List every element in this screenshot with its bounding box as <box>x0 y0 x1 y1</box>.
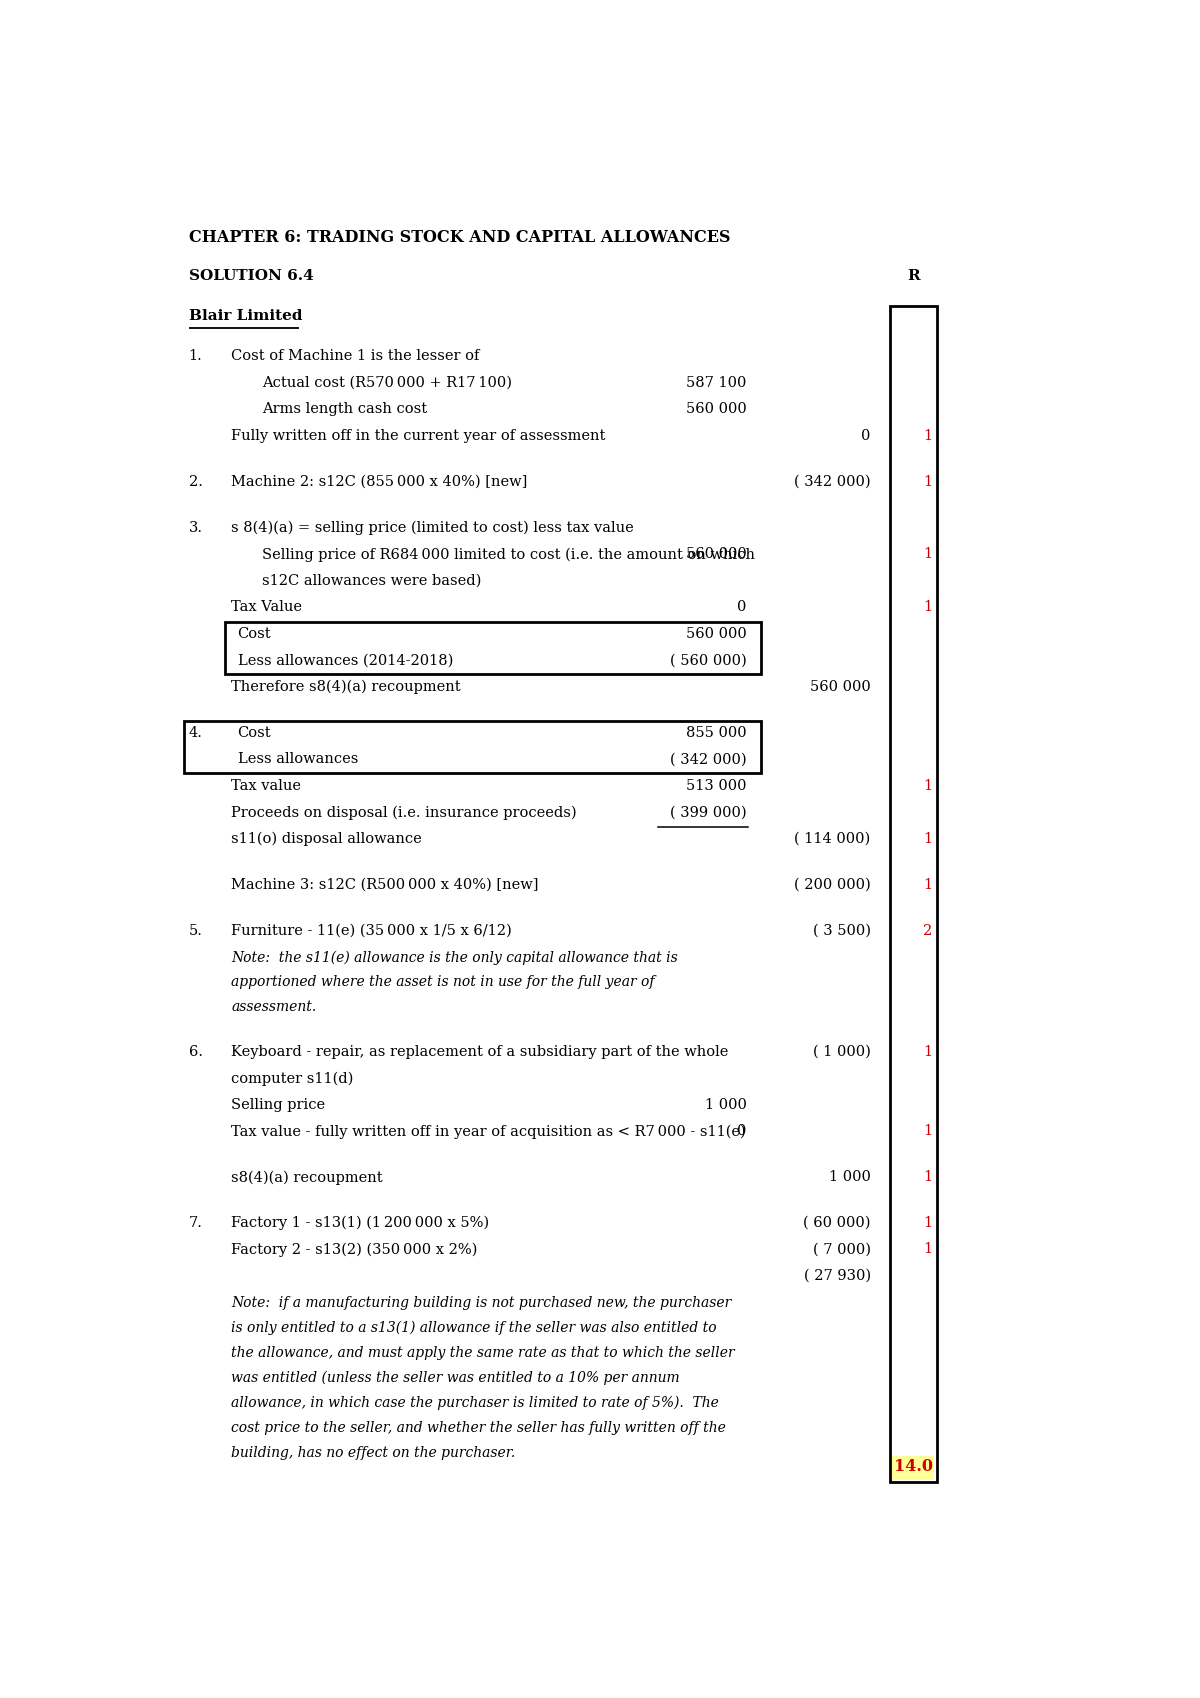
Text: cost price to the seller, and whether the seller has fully written off the: cost price to the seller, and whether th… <box>232 1421 726 1435</box>
Text: 855 000: 855 000 <box>686 725 746 740</box>
Text: 4.: 4. <box>188 725 203 740</box>
Text: 1: 1 <box>924 1044 932 1058</box>
Text: R: R <box>907 270 919 284</box>
Text: ( 342 000): ( 342 000) <box>670 752 746 766</box>
Text: ( 114 000): ( 114 000) <box>794 832 871 846</box>
Text: 1: 1 <box>924 779 932 793</box>
Text: allowance, in which case the purchaser is limited to rate of 5%).  The: allowance, in which case the purchaser i… <box>232 1396 719 1409</box>
Text: Less allowances: Less allowances <box>238 752 358 766</box>
Text: Keyboard - repair, as replacement of a subsidiary part of the whole: Keyboard - repair, as replacement of a s… <box>232 1044 728 1058</box>
Text: 1: 1 <box>924 475 932 489</box>
Text: 560 000: 560 000 <box>686 402 746 416</box>
Text: 560 000: 560 000 <box>686 627 746 640</box>
Text: 1: 1 <box>924 430 932 443</box>
Bar <box>890 306 937 1482</box>
Text: ( 200 000): ( 200 000) <box>794 878 871 891</box>
Text: Tax value: Tax value <box>232 779 301 793</box>
Text: Less allowances (2014-2018): Less allowances (2014-2018) <box>238 654 452 667</box>
Text: is only entitled to a s13(1) allowance if the seller was also entitled to: is only entitled to a s13(1) allowance i… <box>232 1321 718 1335</box>
Text: 5.: 5. <box>188 924 203 937</box>
Text: apportioned where the asset is not in use for the full year of: apportioned where the asset is not in us… <box>232 975 655 990</box>
Text: s12C allowances were based): s12C allowances were based) <box>263 574 481 588</box>
Text: ( 27 930): ( 27 930) <box>804 1268 871 1284</box>
Text: s 8(4)(a) = selling price (limited to cost) less tax value: s 8(4)(a) = selling price (limited to co… <box>232 521 634 535</box>
Bar <box>893 1455 935 1479</box>
Text: ( 560 000): ( 560 000) <box>670 654 746 667</box>
Text: Fully written off in the current year of assessment: Fully written off in the current year of… <box>232 430 606 443</box>
Text: Therefore s8(4)(a) recoupment: Therefore s8(4)(a) recoupment <box>232 679 461 694</box>
Text: Cost of Machine 1 is the lesser of: Cost of Machine 1 is the lesser of <box>232 350 480 363</box>
Text: 1: 1 <box>924 832 932 846</box>
Text: Actual cost (R570 000 + R17 100): Actual cost (R570 000 + R17 100) <box>263 375 512 391</box>
Text: 1.: 1. <box>188 350 203 363</box>
Text: Note:  if a manufacturing building is not purchased new, the purchaser: Note: if a manufacturing building is not… <box>232 1296 732 1309</box>
Text: Tax value - fully written off in year of acquisition as < R7 000 - s11(e): Tax value - fully written off in year of… <box>232 1124 746 1139</box>
Text: 0: 0 <box>862 430 871 443</box>
Text: 587 100: 587 100 <box>686 375 746 391</box>
Text: 513 000: 513 000 <box>686 779 746 793</box>
Text: Selling price: Selling price <box>232 1097 325 1112</box>
Text: 2.: 2. <box>188 475 203 489</box>
Text: the allowance, and must apply the same rate as that to which the seller: the allowance, and must apply the same r… <box>232 1347 734 1360</box>
Text: 7.: 7. <box>188 1216 203 1229</box>
Text: ( 399 000): ( 399 000) <box>670 805 746 820</box>
Text: ( 1 000): ( 1 000) <box>812 1044 871 1058</box>
Text: computer s11(d): computer s11(d) <box>232 1071 354 1085</box>
Text: 0: 0 <box>737 601 746 615</box>
Text: 1: 1 <box>924 1170 932 1184</box>
Text: Factory 2 - s13(2) (350 000 x 2%): Factory 2 - s13(2) (350 000 x 2%) <box>232 1243 478 1257</box>
Text: Tax Value: Tax Value <box>232 601 302 615</box>
Text: s8(4)(a) recoupment: s8(4)(a) recoupment <box>232 1170 383 1185</box>
Text: ( 3 500): ( 3 500) <box>812 924 871 937</box>
Text: 1: 1 <box>924 601 932 615</box>
Text: s11(o) disposal allowance: s11(o) disposal allowance <box>232 832 422 847</box>
Text: 3.: 3. <box>188 521 203 535</box>
Text: 1: 1 <box>924 1243 932 1257</box>
Text: Machine 2: s12C (855 000 x 40%) [new]: Machine 2: s12C (855 000 x 40%) [new] <box>232 475 528 489</box>
Text: 1 000: 1 000 <box>704 1097 746 1112</box>
Text: 1: 1 <box>924 1216 932 1229</box>
Text: 1: 1 <box>924 547 932 560</box>
Text: Selling price of R684 000 limited to cost (i.e. the amount on which: Selling price of R684 000 limited to cos… <box>263 547 755 562</box>
Text: 2: 2 <box>924 924 932 937</box>
Text: Cost: Cost <box>238 627 271 640</box>
Text: building, has no effect on the purchaser.: building, has no effect on the purchaser… <box>232 1445 516 1460</box>
Text: Machine 3: s12C (R500 000 x 40%) [new]: Machine 3: s12C (R500 000 x 40%) [new] <box>232 878 539 891</box>
Text: was entitled (unless the seller was entitled to a 10% per annum: was entitled (unless the seller was enti… <box>232 1370 680 1386</box>
Text: 0: 0 <box>737 1124 746 1138</box>
Text: 560 000: 560 000 <box>686 547 746 560</box>
Text: 1 000: 1 000 <box>829 1170 871 1184</box>
Text: 1: 1 <box>924 878 932 891</box>
Bar <box>226 621 761 674</box>
Text: Arms length cash cost: Arms length cash cost <box>263 402 427 416</box>
Text: SOLUTION 6.4: SOLUTION 6.4 <box>188 270 313 284</box>
Text: 560 000: 560 000 <box>810 679 871 694</box>
Text: ( 342 000): ( 342 000) <box>794 475 871 489</box>
Text: Factory 1 - s13(1) (1 200 000 x 5%): Factory 1 - s13(1) (1 200 000 x 5%) <box>232 1216 490 1231</box>
Text: Furniture - 11(e) (35 000 x 1/5 x 6/12): Furniture - 11(e) (35 000 x 1/5 x 6/12) <box>232 924 512 937</box>
Text: 6.: 6. <box>188 1044 203 1058</box>
Text: Note:  the s11(e) allowance is the only capital allowance that is: Note: the s11(e) allowance is the only c… <box>232 951 678 964</box>
Text: 14.0: 14.0 <box>894 1459 932 1476</box>
Text: Blair Limited: Blair Limited <box>188 309 302 323</box>
Text: assessment.: assessment. <box>232 1000 317 1014</box>
Text: CHAPTER 6: TRADING STOCK AND CAPITAL ALLOWANCES: CHAPTER 6: TRADING STOCK AND CAPITAL ALL… <box>188 229 731 246</box>
Text: Proceeds on disposal (i.e. insurance proceeds): Proceeds on disposal (i.e. insurance pro… <box>232 805 577 820</box>
Text: Cost: Cost <box>238 725 271 740</box>
Text: ( 7 000): ( 7 000) <box>812 1243 871 1257</box>
Text: 1: 1 <box>924 1124 932 1138</box>
Text: ( 60 000): ( 60 000) <box>803 1216 871 1229</box>
Bar <box>184 722 761 773</box>
